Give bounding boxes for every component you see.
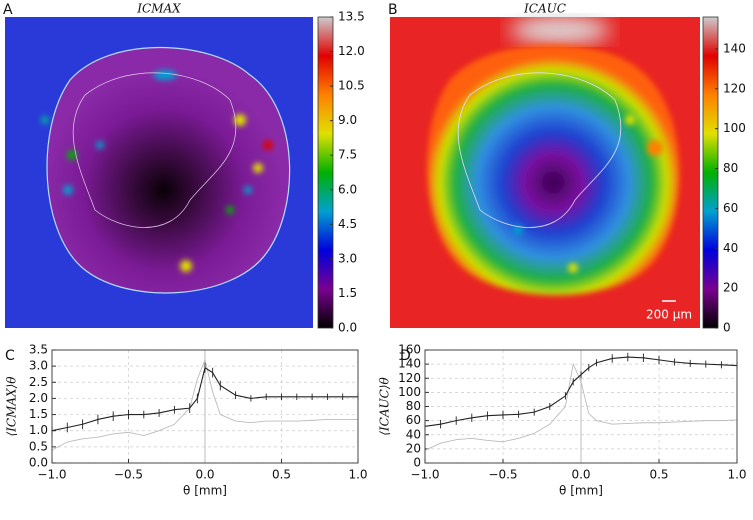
y-tick-label: 1.0 bbox=[29, 423, 48, 437]
y-tick-label: 0 bbox=[413, 456, 421, 470]
x-tick-label: 1.0 bbox=[727, 468, 746, 482]
colorbar-tick-label: 9.0 bbox=[338, 113, 357, 127]
y-axis-label: ⟨ICMAX⟩θ bbox=[5, 376, 19, 437]
y-tick-label: 160 bbox=[398, 343, 421, 357]
colorbar-tick-label: 1.5 bbox=[338, 286, 357, 300]
colorbar-tick-label: 4.5 bbox=[338, 217, 357, 231]
plot-frame bbox=[424, 349, 738, 464]
colorbar-tick-label: 20 bbox=[723, 281, 738, 295]
colorbar-tick-label: 7.5 bbox=[338, 148, 357, 162]
heatmap-a bbox=[5, 17, 313, 328]
x-tick-label: −0.5 bbox=[114, 468, 143, 482]
colorbar-tick-label: 40 bbox=[723, 241, 738, 255]
y-tick-label: 20 bbox=[406, 441, 421, 455]
colorbar-tick-label: 12.0 bbox=[338, 44, 365, 58]
y-tick-label: 0.0 bbox=[29, 456, 48, 470]
plot-frame bbox=[51, 349, 359, 464]
y-tick-label: 0.5 bbox=[29, 439, 48, 453]
colorbar-tick-label: 60 bbox=[723, 201, 738, 215]
y-tick-label: 120 bbox=[398, 371, 421, 385]
x-tick-label: −1.0 bbox=[37, 468, 66, 482]
y-tick-label: 1.5 bbox=[29, 407, 48, 421]
y-tick-label: 40 bbox=[406, 427, 421, 441]
scale-bar-label: 200 µm bbox=[646, 308, 692, 322]
colorbar-tick-label: 0.0 bbox=[338, 321, 357, 335]
colorbar-tick-label: 100 bbox=[723, 121, 746, 135]
panel-label: C bbox=[5, 348, 15, 364]
colorbar-tick-label: 80 bbox=[723, 161, 738, 175]
panel-label: B bbox=[388, 2, 398, 18]
x-tick-label: −0.5 bbox=[488, 468, 517, 482]
heatmap-b bbox=[390, 16, 700, 328]
colorbar-tick-label: 3.0 bbox=[338, 251, 357, 265]
y-tick-label: 80 bbox=[406, 399, 421, 413]
panel-label: A bbox=[3, 2, 13, 18]
y-tick-label: 3.5 bbox=[29, 343, 48, 357]
colorbar-tick-label: 120 bbox=[723, 81, 746, 95]
panel-title: ICAUC bbox=[523, 2, 566, 16]
x-tick-label: 0.5 bbox=[272, 468, 291, 482]
x-tick-label: 0.5 bbox=[649, 468, 668, 482]
colorbar bbox=[702, 16, 719, 329]
series-line bbox=[424, 362, 738, 451]
y-tick-label: 60 bbox=[406, 413, 421, 427]
y-tick-label: 2.5 bbox=[29, 375, 48, 389]
x-tick-label: 0.0 bbox=[195, 468, 214, 482]
colorbar bbox=[317, 16, 334, 329]
series-line bbox=[51, 358, 358, 451]
y-tick-label: 2.0 bbox=[29, 391, 48, 405]
colorbar-tick-label: 140 bbox=[723, 41, 746, 55]
x-axis-label: θ [mm] bbox=[183, 484, 227, 498]
x-tick-label: 1.0 bbox=[348, 468, 367, 482]
colorbar-tick-label: 13.5 bbox=[338, 10, 365, 24]
colorbar-tick-label: 0 bbox=[723, 321, 731, 335]
y-tick-label: 3.0 bbox=[29, 359, 48, 373]
y-axis-label: ⟨ICAUC⟩θ bbox=[378, 376, 392, 435]
colorbar-tick-label: 10.5 bbox=[338, 79, 365, 93]
panel-label: D bbox=[400, 348, 411, 364]
y-tick-label: 100 bbox=[398, 385, 421, 399]
x-axis-label: θ [mm] bbox=[559, 484, 603, 498]
panel-title: ICMAX bbox=[136, 2, 181, 16]
x-tick-label: 0.0 bbox=[571, 468, 590, 482]
x-tick-label: −1.0 bbox=[410, 468, 439, 482]
colorbar-tick-label: 6.0 bbox=[338, 182, 357, 196]
y-tick-label: 140 bbox=[398, 357, 421, 371]
